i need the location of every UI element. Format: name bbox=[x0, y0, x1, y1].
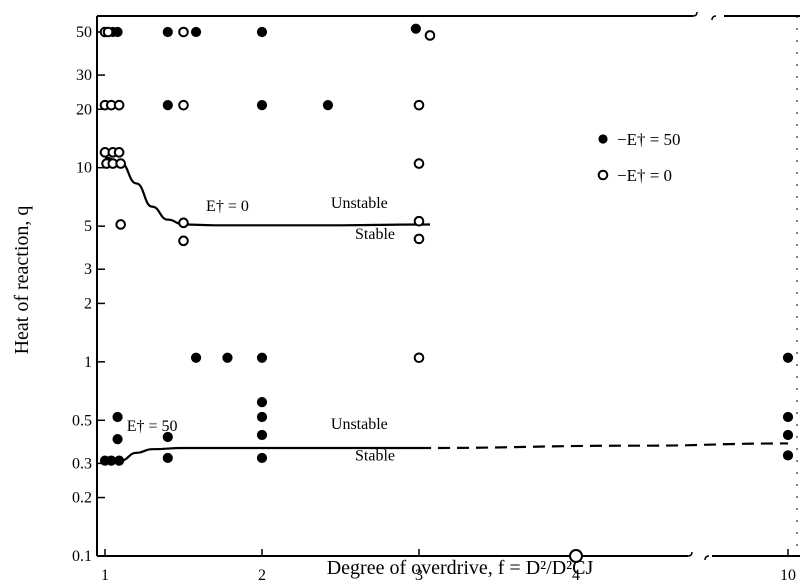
axis-ticks bbox=[97, 31, 789, 557]
data-point-open bbox=[113, 147, 125, 158]
data-point-filled bbox=[114, 455, 125, 466]
y-axis-title: Heat of reaction, q bbox=[11, 206, 33, 355]
data-point-open bbox=[178, 99, 189, 111]
stability-boundary-curve bbox=[104, 156, 430, 227]
data-point-filled bbox=[162, 452, 173, 464]
data-point-open bbox=[178, 235, 189, 247]
y-tick-label: 5 bbox=[84, 218, 92, 235]
y-tick-label: 20 bbox=[76, 101, 92, 118]
legend-marker-open bbox=[597, 169, 609, 181]
data-point-filled bbox=[256, 352, 268, 363]
data-point-filled bbox=[112, 26, 123, 38]
extrapolated-boundary-curve bbox=[418, 442, 789, 450]
y-tick-label: 30 bbox=[76, 67, 92, 84]
data-point-filled bbox=[322, 100, 334, 111]
annotation: E† = 50 bbox=[127, 418, 178, 435]
data-point-filled bbox=[782, 352, 794, 363]
data-point-filled bbox=[256, 429, 268, 441]
data-point-filled bbox=[782, 429, 794, 441]
tick-labels: 0.1 0.2 0.3 0.5 1 2 3 5 10 20 30 50 1 2 3 4 10 bbox=[72, 24, 796, 584]
data-point-filled bbox=[162, 26, 173, 38]
data-point-open bbox=[115, 158, 126, 169]
data-point-filled bbox=[162, 431, 173, 443]
y-tick-label: 3 bbox=[84, 261, 92, 278]
data-point-filled bbox=[190, 352, 202, 363]
annotation: Stable bbox=[355, 448, 395, 465]
annotation: E† = 0 bbox=[206, 198, 249, 215]
data-point-filled bbox=[162, 100, 173, 111]
data-point-filled bbox=[112, 434, 123, 445]
x-tick-label: 1 bbox=[101, 567, 109, 584]
legend: −E† = 50 −E† = 0 bbox=[597, 130, 681, 185]
y-tick-label: 50 bbox=[76, 24, 92, 41]
y-tick-label: 2 bbox=[84, 295, 92, 312]
annotation: Stable bbox=[355, 226, 395, 243]
data-point-filled bbox=[112, 411, 123, 423]
data-point-filled bbox=[256, 452, 268, 464]
legend-label: −E† = 50 bbox=[617, 130, 681, 149]
x-tick-label: 10 bbox=[780, 567, 796, 584]
data-point-open bbox=[413, 99, 425, 111]
data-point-open bbox=[115, 219, 126, 230]
x-tick-label: 2 bbox=[258, 567, 266, 584]
y-tick-label: 0.2 bbox=[72, 490, 92, 507]
data-point-open bbox=[424, 30, 436, 41]
y-tick-label: 0.5 bbox=[72, 412, 92, 429]
annotations: E† = 0 Unstable Stable E† = 50 Unstable Stabl… bbox=[127, 195, 395, 465]
data-point-filled bbox=[782, 450, 794, 461]
top-axis-break bbox=[692, 11, 717, 21]
data-point-open bbox=[413, 158, 425, 169]
data-point-open bbox=[178, 26, 189, 38]
data-point-open bbox=[413, 352, 425, 364]
data-point-open bbox=[413, 233, 425, 245]
data-point-open bbox=[102, 26, 114, 38]
annotation: Unstable bbox=[331, 416, 388, 433]
x-axis-break bbox=[687, 551, 710, 561]
y-tick-label: 0.3 bbox=[72, 455, 92, 472]
x-axis-title: Degree of overdrive, f = D²/D²CJ bbox=[327, 557, 594, 579]
data-point-open bbox=[113, 99, 125, 111]
data-points bbox=[99, 23, 794, 563]
data-point-filled bbox=[190, 26, 202, 38]
data-point-open bbox=[178, 217, 189, 229]
data-point-filled bbox=[410, 23, 421, 34]
data-point-filled bbox=[222, 352, 233, 363]
data-point-open bbox=[413, 215, 425, 227]
data-point-filled bbox=[256, 26, 268, 38]
data-point-open bbox=[569, 549, 583, 563]
legend-label: −E† = 0 bbox=[617, 166, 672, 185]
data-point-filled bbox=[256, 397, 268, 408]
y-tick-label: 10 bbox=[76, 160, 92, 177]
x-tick-label: 4 bbox=[572, 567, 580, 584]
plot-frame bbox=[96, 11, 800, 561]
annotation: Unstable bbox=[331, 195, 388, 212]
x-tick-label: 3 bbox=[415, 567, 423, 584]
y-tick-label: 0.1 bbox=[72, 548, 92, 565]
legend-marker-filled bbox=[598, 134, 608, 144]
y-tick-label: 1 bbox=[84, 354, 92, 371]
data-point-filled bbox=[256, 100, 268, 111]
data-point-filled bbox=[782, 411, 794, 423]
data-point-filled bbox=[256, 411, 268, 423]
